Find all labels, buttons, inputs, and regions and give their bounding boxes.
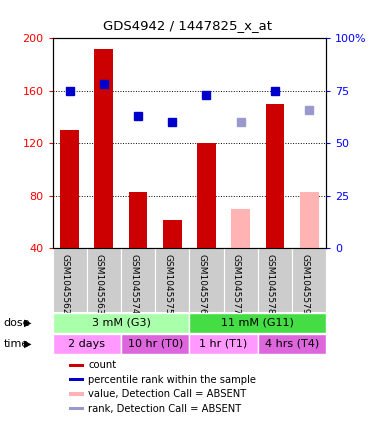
Text: rank, Detection Call = ABSENT: rank, Detection Call = ABSENT (88, 404, 242, 414)
Bar (53, 334, 121, 354)
Bar (121, 334, 189, 354)
Text: value, Detection Call = ABSENT: value, Detection Call = ABSENT (88, 389, 246, 399)
Text: 10 hr (T0): 10 hr (T0) (128, 339, 183, 349)
Text: GSM1045579: GSM1045579 (300, 253, 309, 314)
Text: GSM1045578: GSM1045578 (266, 253, 275, 314)
Bar (258, 248, 292, 312)
Bar (121, 248, 155, 312)
Text: time: time (4, 339, 29, 349)
Text: 4 hrs (T4): 4 hrs (T4) (265, 339, 319, 349)
Bar (53, 313, 189, 333)
Text: GSM1045563: GSM1045563 (95, 253, 104, 314)
Bar (87, 248, 121, 312)
Text: GDS4942 / 1447825_x_at: GDS4942 / 1447825_x_at (103, 19, 272, 32)
Bar (155, 248, 189, 312)
Bar (292, 248, 326, 312)
Bar (197, 143, 216, 248)
Bar (60, 130, 79, 248)
Bar (258, 334, 326, 354)
Bar (69, 378, 84, 381)
Text: 1 hr (T1): 1 hr (T1) (200, 339, 248, 349)
Text: GSM1045575: GSM1045575 (163, 253, 172, 314)
Bar (300, 192, 318, 248)
Bar (224, 248, 258, 312)
Bar (69, 407, 84, 410)
Bar (69, 393, 84, 396)
Text: 3 mM (G3): 3 mM (G3) (92, 318, 150, 328)
Bar (189, 334, 258, 354)
Text: percentile rank within the sample: percentile rank within the sample (88, 375, 256, 385)
Text: count: count (88, 360, 116, 370)
Text: GSM1045562: GSM1045562 (61, 253, 70, 314)
Bar (189, 248, 224, 312)
Text: GSM1045574: GSM1045574 (129, 253, 138, 314)
Bar (53, 248, 87, 312)
Bar (163, 220, 182, 248)
Bar (189, 313, 326, 333)
Text: ▶: ▶ (24, 318, 32, 328)
Text: dose: dose (4, 318, 30, 328)
Text: GSM1045576: GSM1045576 (198, 253, 207, 314)
Text: ▶: ▶ (24, 339, 32, 349)
Text: GSM1045577: GSM1045577 (232, 253, 241, 314)
Bar (266, 104, 284, 248)
Text: 2 days: 2 days (68, 339, 105, 349)
Bar (69, 364, 84, 367)
Bar (231, 209, 250, 248)
Bar (94, 49, 113, 248)
Bar (129, 192, 147, 248)
Text: 11 mM (G11): 11 mM (G11) (221, 318, 294, 328)
